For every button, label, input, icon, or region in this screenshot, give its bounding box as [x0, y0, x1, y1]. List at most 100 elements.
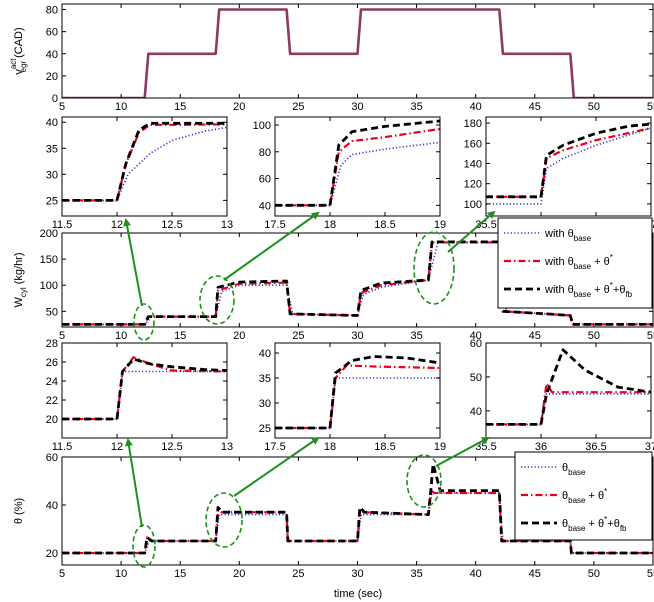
series-theta-base-star-fb	[62, 121, 227, 202]
chart-wz2: 17.5 18 18.5 19 40 60 80 100	[253, 116, 446, 231]
x-tick-label: 55	[647, 330, 654, 342]
legend-sub: base	[574, 290, 592, 299]
legend-sub: fb	[625, 290, 632, 299]
y-tick-label: 60	[46, 27, 58, 39]
series-theta-base-star-fb	[275, 119, 440, 207]
y-tick-label: 80	[46, 5, 58, 17]
legend-entry-1: with θbase + θ*	[544, 253, 613, 271]
x-tick-label: 30	[351, 568, 363, 580]
x-tick-label: 15	[174, 330, 186, 342]
y-tick-label: 24	[46, 376, 58, 388]
x-tick-label: 12	[111, 219, 123, 231]
chart-tz2: 17.5 18 18.5 19 25 30 35 40	[259, 342, 446, 453]
legend-entry-2: with θbase + θ*+θfb	[544, 281, 633, 299]
y-tick-label: 20	[46, 71, 58, 83]
y-tick-label: 0	[52, 93, 58, 105]
x-tick-label: 19	[434, 219, 446, 231]
legend-entry-0: with θbase	[544, 228, 592, 243]
x-tick-label: 36.5	[585, 441, 606, 453]
legend-sub: base	[574, 262, 592, 271]
y-axis-label-wcyl: Wcyl (kg/hr)	[13, 252, 28, 307]
x-tick-label: 11.5	[52, 441, 73, 453]
y-tick-label: 150	[40, 254, 58, 266]
x-tick-label: 55	[647, 101, 654, 113]
y-tick-label: 25	[46, 195, 58, 207]
legend-sup: *	[610, 253, 613, 262]
y-tick-label: 60	[259, 174, 271, 186]
chart-tz3: 35.5 36 36.5 37 40 50 60	[470, 338, 654, 453]
y-tick-label: 50	[46, 306, 58, 318]
y-tick-label: 35	[259, 373, 271, 385]
x-tick-label: 35	[410, 101, 422, 113]
y-tick-label: 40	[470, 406, 482, 418]
x-tick-label: 11.5	[52, 219, 73, 231]
y-label-unit: (CAD)	[13, 27, 25, 61]
y-tick-label: 100	[40, 280, 58, 292]
plot-area-tz3	[486, 343, 651, 438]
legend-text: + θ	[585, 490, 604, 502]
plot-area-tz1	[62, 343, 227, 438]
x-tick-label: 36	[535, 441, 547, 453]
y-label-main: W	[13, 297, 25, 308]
x-tick-label: 40	[470, 101, 482, 113]
chart-egr: 5 10 15 20 25 30 35 40 45 50 55 0 20 40 60 80	[46, 3, 654, 113]
legend-entry-1: θbase + θ*	[562, 487, 607, 505]
x-tick-label: 18	[324, 219, 336, 231]
x-tick-label: 25	[292, 568, 304, 580]
x-tick-label: 17.5	[264, 441, 285, 453]
legend-text: +θ	[613, 284, 626, 296]
x-tick-label: 35	[410, 330, 422, 342]
zoom-arrow-theta-1	[125, 438, 143, 528]
x-tick-label: 30	[351, 101, 363, 113]
y-tick-label: 60	[470, 338, 482, 350]
y-tick-label: 20	[46, 548, 58, 560]
x-tick-label: 18.5	[374, 441, 395, 453]
y-label-sup: act	[9, 58, 18, 69]
legend-sub: base	[568, 524, 586, 533]
plot-area-tz2	[275, 343, 440, 438]
axes-frame-wz2	[274, 116, 441, 217]
series-group-egr	[62, 8, 653, 98]
series-group-tz1	[62, 356, 227, 421]
y-tick-label: 200	[40, 228, 58, 240]
y-label-sub: egr	[19, 61, 28, 73]
x-tick-label: 15	[174, 101, 186, 113]
series-group-tz2	[275, 355, 440, 430]
x-tick-label: 35	[410, 568, 422, 580]
zoom-ellipse-theta-1	[132, 524, 156, 568]
x-tick-label: 5	[59, 330, 65, 342]
series-theta-base-star-fb	[62, 357, 227, 421]
x-tick-label: 10	[115, 101, 127, 113]
zoom-ellipse-theta-3	[406, 454, 442, 508]
x-tick-label: 15	[174, 568, 186, 580]
legend-entry-2: θbase + θ*+θfb	[562, 515, 627, 533]
legend-text: + θ	[591, 284, 610, 296]
y-label-unit: (%)	[13, 498, 25, 518]
legend-sub: base	[574, 234, 592, 243]
y-tick-label: 100	[253, 120, 271, 132]
y-tick-label: 40	[46, 49, 58, 61]
axes-frame-tz3	[485, 342, 652, 439]
legend-sub: fb	[620, 524, 627, 533]
axes-frame-wz3	[485, 116, 652, 217]
series-theta-base-star-fb	[62, 462, 653, 555]
x-tick-label: 35.5	[475, 219, 496, 231]
axes-frame-wz1	[61, 116, 228, 217]
y-axis-label-egr: vactegr (CAD)	[9, 27, 28, 74]
x-tick-label: 5	[59, 101, 65, 113]
y-tick-label: 22	[46, 395, 58, 407]
series-group-wz2	[275, 119, 440, 207]
legend-text: + θ	[591, 256, 610, 268]
zoom-arrow-wcyl-3	[447, 210, 496, 253]
axes-frame-tz1	[61, 342, 228, 439]
legend-text: with θ	[544, 256, 574, 268]
x-tick-label: 50	[588, 568, 600, 580]
series-group-tz3	[486, 348, 651, 426]
x-tick-label: 25	[292, 330, 304, 342]
y-tick-label: 28	[46, 338, 58, 350]
legend-sup: *	[610, 281, 613, 290]
x-tick-label: 10	[115, 330, 127, 342]
x-tick-label: 13	[221, 219, 233, 231]
